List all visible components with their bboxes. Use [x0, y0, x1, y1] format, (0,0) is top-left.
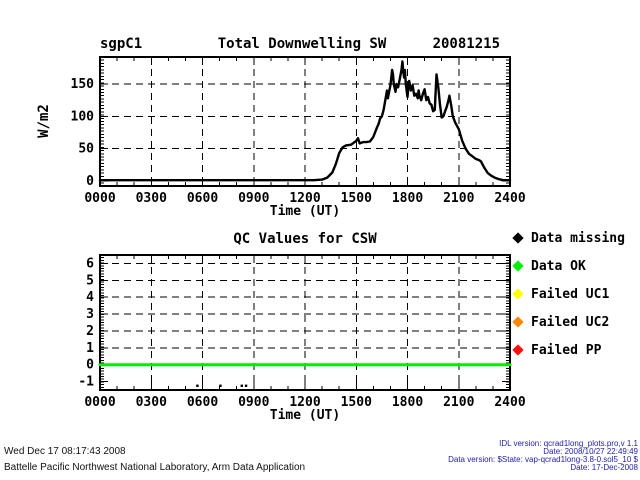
- x-tick-label: 0600: [187, 191, 218, 206]
- bottom-plot-title: QC Values for CSW: [233, 231, 377, 247]
- y-tick-label: 0: [86, 174, 94, 189]
- top-plot-ylabel: W/m2: [36, 104, 52, 138]
- x-tick-label: 2400: [494, 395, 525, 410]
- x-tick-label: 0900: [238, 395, 269, 410]
- x-tick-label: 1500: [341, 191, 372, 206]
- y-tick-label: 2: [86, 324, 94, 339]
- plot-frame: [99, 56, 511, 187]
- x-tick-label: 0000: [84, 191, 115, 206]
- bottom-plot-xlabel: Time (UT): [269, 408, 341, 423]
- y-tick-label: 100: [71, 109, 95, 124]
- diamond-icon: [512, 288, 524, 300]
- y-tick-label: -1: [78, 375, 94, 390]
- footer-left: Wed Dec 17 08:17:43 2008 Battelle Pacifi…: [4, 444, 305, 476]
- y-tick-label: 5: [86, 273, 94, 288]
- footer-data-date: Date: 17-Dec-2008: [570, 463, 638, 472]
- x-tick-label: 1200: [289, 191, 320, 206]
- total_downwelling_sw-curve: [98, 60, 512, 182]
- legend-label: Data OK: [531, 258, 586, 274]
- footer-timestamp: Wed Dec 17 08:17:43 2008: [4, 446, 126, 457]
- data-point: [219, 384, 222, 387]
- y-tick-label: 0: [86, 358, 94, 373]
- data-point: [240, 384, 243, 387]
- legend-label: Failed UC2: [531, 314, 610, 330]
- x-tick-label: 1200: [289, 395, 320, 410]
- x-tick-label: 2400: [494, 191, 525, 206]
- x-tick-label: 2100: [443, 395, 474, 410]
- footer-right: IDL version: qcrad1long_plots.pro,v 1.1 …: [448, 440, 638, 472]
- qc-legend: Data missing Data OK Failed UC1 Failed U…: [512, 224, 625, 364]
- legend-item-failed-pp: Failed PP: [512, 336, 625, 364]
- y-tick-label: 50: [78, 142, 94, 157]
- legend-item-data-ok: Data OK: [512, 252, 625, 280]
- top-plot-xlabel: Time (UT): [269, 204, 341, 219]
- x-tick-label: 0600: [187, 395, 218, 410]
- x-tick-label: 0300: [136, 191, 167, 206]
- footer-data-version: Data version: $State: vap-qcrad1long-3.8…: [448, 455, 638, 464]
- data-point: [244, 384, 248, 387]
- legend-item-failed-uc2: Failed UC2: [512, 308, 625, 336]
- footer-idl-date: Date: 2008/10/27 22:49:49: [543, 447, 638, 456]
- x-tick-label: 0900: [238, 191, 269, 206]
- x-tick-label: 1500: [341, 395, 372, 410]
- x-tick-label: 1800: [392, 395, 423, 410]
- date-label: 20081215: [432, 36, 500, 52]
- x-tick-label: 0300: [136, 395, 167, 410]
- plot-frame: [99, 254, 511, 391]
- footer-organization: Battelle Pacific Northwest National Labo…: [4, 462, 306, 473]
- diamond-icon: [512, 260, 524, 272]
- footer-idl-version: IDL version: qcrad1long_plots.pro,v 1.1: [499, 439, 638, 448]
- top-plot-title: Total Downwelling SW: [217, 36, 387, 52]
- data-point: [196, 384, 199, 387]
- y-tick-label: 6: [86, 256, 94, 271]
- diamond-icon: [512, 344, 524, 356]
- legend-label: Failed PP: [531, 342, 602, 358]
- gridlines: [100, 255, 510, 390]
- y-tick-label: 1: [86, 341, 94, 356]
- diamond-icon: [512, 316, 524, 328]
- site-label: sgpC1: [100, 36, 143, 52]
- diamond-icon: [512, 232, 524, 244]
- x-tick-label: 1800: [392, 191, 423, 206]
- x-tick-label: 0000: [84, 395, 115, 410]
- x-tick-label: 2100: [443, 191, 474, 206]
- legend-label: Failed UC1: [531, 286, 610, 302]
- y-tick-label: 3: [86, 307, 94, 322]
- legend-item-data-missing: Data missing: [512, 224, 625, 252]
- legend-item-failed-uc1: Failed UC1: [512, 280, 625, 308]
- gridlines: [100, 57, 510, 186]
- y-tick-label: 150: [71, 77, 95, 92]
- legend-label: Data missing: [531, 230, 625, 246]
- y-tick-label: 4: [86, 290, 94, 305]
